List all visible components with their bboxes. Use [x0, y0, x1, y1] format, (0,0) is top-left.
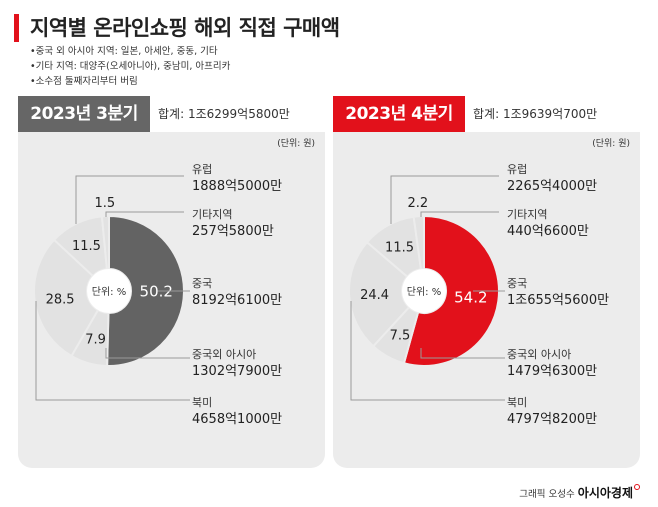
amount-label-china: 1조655억5600만 — [507, 293, 609, 308]
value-label-europe: 11.5 — [385, 240, 414, 255]
leader-line-other — [420, 211, 499, 217]
category-label-asia: 중국외 아시아 — [507, 348, 571, 361]
amount-label-other: 257억5800만 — [192, 224, 274, 239]
panel-total: 합계: 1조9639억700만 — [473, 107, 598, 121]
panel-header: 2023년 4분기 합계: 1조9639억700만 — [333, 96, 640, 132]
panel-title: 2023년 3분기 — [18, 96, 150, 132]
brand-name: 아시아경제 — [577, 486, 633, 500]
value-label-china: 54.2 — [454, 288, 487, 306]
panel-total: 합계: 1조6299억5800만 — [158, 107, 290, 121]
notes: •중국 외 아시아 지역: 일본, 아세안, 중동, 기타 •기타 지역: 대양… — [30, 44, 230, 89]
category-label-asia: 중국외 아시아 — [192, 348, 256, 361]
value-label-europe: 11.5 — [72, 239, 101, 254]
page-title: 지역별 온라인쇼핑 해외 직접 구매액 — [30, 16, 340, 40]
leader-line-europe — [390, 175, 499, 224]
leader-line-asia — [420, 348, 505, 359]
pie-slice-north-america — [33, 238, 100, 358]
leader-line-europe — [75, 175, 184, 224]
panel-total-bg: 합계: 1조9639억700만 — [465, 96, 640, 132]
category-label-china: 중국 — [507, 277, 527, 290]
title-accent-bar — [14, 14, 19, 42]
value-label-other: 2.2 — [407, 196, 428, 211]
category-label-other: 기타지역 — [507, 208, 547, 221]
category-label-other: 기타지역 — [192, 208, 232, 221]
center-label: 단위: % — [92, 285, 126, 298]
credit-text: 그래픽 오성수 — [519, 489, 575, 500]
center-label: 단위: % — [407, 285, 441, 298]
amount-label-europe: 2265억4000만 — [507, 179, 597, 194]
category-label-europe: 유럽 — [192, 162, 212, 176]
chart-panel-q4: 2023년 4분기 합계: 1조9639억700만 (단위: 원) 단위: % 5… — [333, 96, 640, 468]
category-label-europe: 유럽 — [507, 162, 527, 176]
value-label-north-america: 24.4 — [360, 288, 389, 303]
amount-label-asia: 1479억6300만 — [507, 364, 597, 379]
unit-label: (단위: 원) — [592, 139, 630, 149]
value-label-other: 1.5 — [94, 196, 115, 211]
footer-credit: 그래픽 오성수 아시아경제 — [519, 484, 640, 501]
category-label-china: 중국 — [192, 277, 212, 290]
panel-total-bg: 합계: 1조6299억5800만 — [150, 96, 325, 132]
panel-header: 2023년 3분기 합계: 1조6299억5800만 — [18, 96, 325, 132]
amount-label-asia: 1302억7900만 — [192, 364, 282, 379]
leader-line-north-america — [350, 301, 505, 401]
note-other: •기타 지역: 대양주(오세아니아), 중남미, 아프리카 — [30, 61, 231, 72]
amount-label-europe: 1888억5000만 — [192, 179, 282, 194]
pie-center — [402, 269, 446, 313]
leader-line-other — [105, 211, 184, 217]
brand-dot-icon — [634, 484, 640, 490]
note-rounding: •소수점 둘째자리부터 버림 — [30, 76, 138, 87]
category-label-north-america: 북미 — [507, 396, 527, 409]
amount-label-north-america: 4797억8200만 — [507, 412, 597, 427]
amount-label-china: 8192억6100만 — [192, 293, 282, 308]
chart-panel-q3: 2023년 3분기 합계: 1조6299억5800만 (단위: 원) 단위: %… — [18, 96, 325, 468]
value-label-asia: 7.9 — [85, 333, 106, 348]
category-label-north-america: 북미 — [192, 396, 212, 409]
amount-label-other: 440억6600만 — [507, 224, 589, 239]
pie-center — [87, 269, 131, 313]
panel-title: 2023년 4분기 — [333, 96, 465, 132]
amount-label-north-america: 4658억1000만 — [192, 412, 282, 427]
leader-line-north-america — [35, 301, 190, 401]
unit-label: (단위: 원) — [277, 139, 315, 149]
pie-chart-q4: 단위: % 54.2 7.5 24.4 11.5 2.2 중국 1조655억5600만중국외 … — [348, 162, 609, 427]
leader-line-asia — [105, 348, 190, 359]
note-asia: •중국 외 아시아 지역: 일본, 아세안, 중동, 기타 — [30, 46, 218, 57]
value-label-china: 50.2 — [140, 283, 173, 301]
value-label-north-america: 28.5 — [46, 292, 75, 307]
value-label-asia: 7.5 — [390, 328, 411, 343]
